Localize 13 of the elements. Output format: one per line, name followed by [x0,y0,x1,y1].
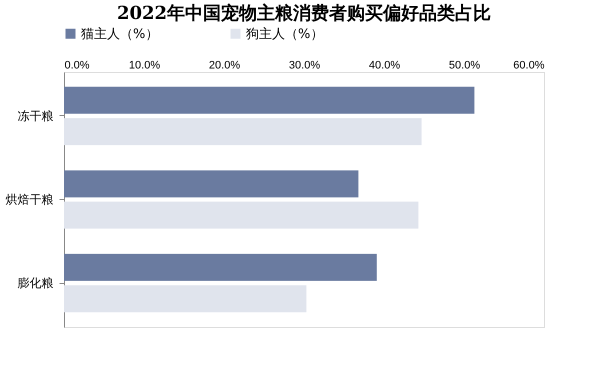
x-tick-label: 10.0% [128,60,160,72]
chart-title: 2022年中国宠物主粮消费者购买偏好品类占比 [116,3,492,24]
y-tick-label: 冻干粮 [18,108,54,123]
x-tick-label: 20.0% [208,60,240,72]
x-tick-label: 60.0% [513,60,545,72]
x-tick-label: 50.0% [448,60,480,72]
x-tick-label: 0.0% [64,60,90,72]
x-tick-label: 40.0% [368,60,400,72]
y-tick-label: 膨化粮 [18,276,54,290]
legend-label: 狗主人（%） [246,26,324,42]
legend-label: 猫主人（%） [81,26,158,42]
y-tick-label: 烘焙干粮 [6,192,54,206]
x-tick-label: 30.0% [288,60,320,72]
